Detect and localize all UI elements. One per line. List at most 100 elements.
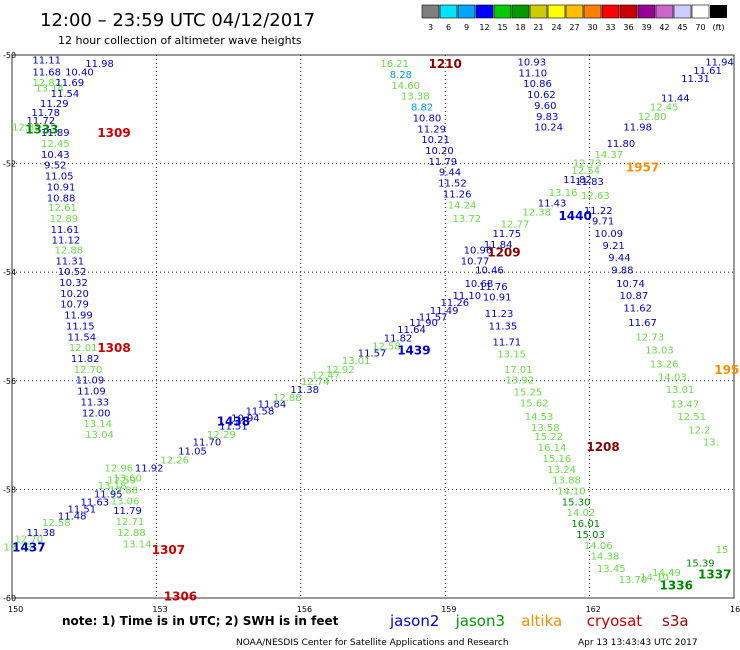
pass-time-label: 195 bbox=[714, 363, 739, 377]
wave-height-point: 13.01 bbox=[342, 356, 371, 367]
wave-height-point: 9.21 bbox=[603, 241, 625, 252]
y-tick-label: -52 bbox=[3, 160, 16, 169]
wave-height-point: 11.26 bbox=[441, 298, 470, 309]
wave-height-point: 11.31 bbox=[55, 256, 84, 267]
wave-height-point: 14.37 bbox=[595, 150, 624, 161]
legend-label: 42 bbox=[659, 23, 669, 32]
wave-height-point: 13.14 bbox=[83, 419, 112, 430]
wave-height-point: 14.38 bbox=[591, 552, 620, 563]
wave-height-point: 10.74 bbox=[616, 279, 645, 290]
wave-height-point: 9.83 bbox=[536, 112, 558, 123]
wave-height-point: 12.45 bbox=[650, 103, 679, 114]
wave-height-point: 11.31 bbox=[681, 74, 710, 85]
wave-height-point: 10.43 bbox=[41, 150, 70, 161]
wave-height-point: 11.83 bbox=[575, 177, 604, 188]
wave-height-point: 11.22 bbox=[584, 206, 613, 217]
wave-height-point: 13.01 bbox=[666, 385, 695, 396]
pass-time-label: 1440 bbox=[558, 209, 591, 223]
wave-height-point: 9.88 bbox=[611, 265, 633, 276]
wave-height-point: 11.80 bbox=[607, 139, 636, 150]
wave-height-point: 12.80 bbox=[638, 112, 667, 123]
y-tick-label: -50 bbox=[3, 51, 16, 60]
wave-height-point: 12.51 bbox=[677, 412, 706, 423]
wave-height-point: 11.78 bbox=[31, 108, 60, 119]
legend-label: 45 bbox=[677, 23, 687, 32]
wave-height-point: 8.82 bbox=[411, 103, 433, 114]
pass-time-label: 1306 bbox=[164, 589, 197, 603]
wave-height-point: 10.79 bbox=[60, 300, 89, 311]
wave-height-point: 11.68 bbox=[32, 67, 61, 78]
wave-height-point: 10.20 bbox=[60, 289, 89, 300]
footer-timestamp: Apr 13 13:43:43 UTC 2017 bbox=[578, 638, 698, 648]
mission-label: cryosat bbox=[587, 612, 642, 630]
wave-height-point: 13. bbox=[703, 438, 719, 449]
footer-credit: NOAA/NESDIS Center for Satellite Applica… bbox=[236, 638, 509, 648]
mission-label: jason2 bbox=[389, 612, 439, 630]
wave-height-point: 10.32 bbox=[59, 278, 88, 289]
wave-height-point: 14.10 bbox=[640, 572, 669, 583]
wave-height-point: 14.49 bbox=[652, 568, 681, 579]
wave-height-point: 14.60 bbox=[391, 81, 420, 92]
wave-height-point: 13.26 bbox=[650, 359, 679, 370]
wave-height-point: 9.60 bbox=[534, 101, 556, 112]
wave-height-point: 11.11 bbox=[32, 55, 61, 66]
wave-height-point: 11.61 bbox=[51, 225, 80, 236]
wave-height-point: 14.53 bbox=[525, 412, 554, 423]
wave-height-point: 13.38 bbox=[401, 92, 430, 103]
wave-height-point: 12.71 bbox=[116, 517, 145, 528]
wave-height-point: 13.14 bbox=[123, 540, 152, 551]
wave-height-point: 12.2 bbox=[688, 426, 710, 437]
wave-height-point: 13.70 bbox=[619, 575, 648, 586]
wave-height-point: 11.84 bbox=[484, 240, 513, 251]
wave-height-point: 11.72 bbox=[27, 116, 56, 127]
wave-height-point: 11.09 bbox=[76, 376, 105, 387]
wave-height-point: 10.86 bbox=[523, 79, 552, 90]
legend-swatch bbox=[457, 4, 476, 19]
wave-height-point: 10.62 bbox=[527, 90, 556, 101]
wave-height-point: 10.96 bbox=[464, 245, 493, 256]
wave-height-point: 11.48 bbox=[58, 511, 87, 522]
wave-height-point: 11.76 bbox=[479, 282, 508, 293]
wave-height-point: 12.58 bbox=[42, 518, 71, 529]
pass-time-label: 1209 bbox=[487, 246, 520, 260]
footer-note: note: 1) Time is in UTC; 2) SWH is in fe… bbox=[62, 614, 339, 628]
wave-height-point: 11.29 bbox=[40, 99, 69, 110]
y-tick-label: -56 bbox=[3, 377, 16, 386]
wave-height-point: 10.52 bbox=[58, 267, 87, 278]
wave-height-point: 12.01 bbox=[69, 343, 98, 354]
wave-height-point: 11.82 bbox=[71, 354, 100, 365]
wave-height-point: 11.49 bbox=[430, 306, 459, 317]
x-tick-label: 150 bbox=[8, 605, 23, 614]
wave-height-point: 11.57 bbox=[419, 313, 448, 324]
legend-label: 15 bbox=[497, 23, 507, 32]
wave-height-point: 13.16 bbox=[549, 188, 578, 199]
wave-height-point: 12.77 bbox=[501, 219, 530, 230]
x-tick-label: 162 bbox=[586, 605, 601, 614]
wave-height-point: 12.92 bbox=[326, 365, 355, 376]
wave-height-point: 11.38 bbox=[27, 528, 56, 539]
wave-height-point: 12.61 bbox=[48, 203, 77, 214]
wave-height-point: 10.91 bbox=[483, 293, 512, 304]
legend-swatch bbox=[583, 4, 602, 19]
pass-time-label: 1437 bbox=[12, 540, 45, 554]
wave-height-point: 11.29 bbox=[417, 124, 446, 135]
wave-height-point: 11.51 bbox=[219, 421, 248, 432]
wave-height-point: 11.09 bbox=[77, 387, 106, 398]
wave-height-point: 11.58 bbox=[246, 407, 275, 418]
wave-height-point: 11.51 bbox=[67, 504, 96, 515]
wave-height-point: 10.77 bbox=[461, 256, 490, 267]
wave-height-point: 13.47 bbox=[671, 400, 700, 411]
wave-height-point: 12.29 bbox=[207, 430, 236, 441]
pass-time-label: 1307 bbox=[152, 543, 185, 557]
wave-height-point: 16.01 bbox=[571, 519, 600, 530]
wave-height-point: 17.01 bbox=[504, 365, 533, 376]
wave-height-point: 12.26 bbox=[160, 456, 189, 467]
wave-height-point: 11.98 bbox=[85, 59, 114, 70]
wave-height-point: 9.52 bbox=[44, 161, 66, 172]
wave-height-point: 11.33 bbox=[80, 397, 109, 408]
wave-height-point: 9.71 bbox=[592, 217, 614, 228]
wave-height-point: 11.26 bbox=[443, 189, 472, 200]
pass-time-label: 1336 bbox=[660, 578, 693, 592]
wave-height-point: 15.16 bbox=[543, 454, 572, 465]
